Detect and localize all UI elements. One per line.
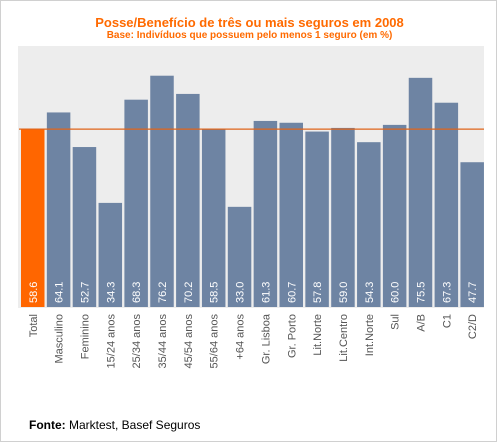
source-note: Fonte: Marktest, Basef Seguros [29,418,200,432]
bar-masculino [46,112,71,307]
value-label: 54.3 [364,282,376,303]
category-label: 15/24 anos [105,314,117,369]
value-label: 34.3 [105,282,117,303]
bar-a-b [408,77,433,307]
value-label: 47.7 [467,282,479,303]
category-label: Total [28,314,40,337]
source-label: Fonte: [29,418,66,432]
bar-25-34-anos [124,99,148,307]
bar-15-24-anos [98,202,123,307]
category-label: Lit.Centro [338,314,350,362]
bar-gr-lisboa [253,120,278,307]
category-label: Sul [390,314,402,330]
category-label: A/B [416,314,428,332]
bar-total [21,129,45,307]
category-label: 55/64 anos [209,314,221,369]
value-label: 57.8 [312,282,324,303]
category-label: Masculino [54,314,66,364]
value-label: 60.0 [390,282,402,303]
bar-lit-norte [305,131,329,307]
bar-int-norte [357,142,381,307]
category-label: C1 [441,314,453,328]
value-label: 61.3 [260,282,272,303]
source-text: Marktest, Basef Seguros [65,418,201,432]
bar-lit-centro [331,127,355,307]
value-label: 59.0 [338,282,350,303]
value-label: 33.0 [235,282,247,303]
value-label: 52.7 [79,282,91,303]
category-label: 45/54 anos [183,314,195,369]
category-label: Gr. Porto [286,314,298,358]
value-label: 67.3 [441,282,453,303]
chart-subtitle: Base: Indivíduos que possuem pelo menos … [106,30,393,41]
category-label: 35/44 anos [157,314,169,369]
bar-55-64-anos [201,129,226,307]
bar-sul [382,124,407,307]
category-label: 25/34 anos [131,314,143,369]
category-label: Gr. Lisboa [260,313,272,364]
category-label: Int.Norte [364,314,376,356]
bar-feminino [72,147,97,307]
category-label: C2/D [467,314,479,339]
category-label: +64 anos [235,314,247,360]
bar-c1 [434,102,459,307]
bar-gr-porto [279,122,303,307]
bar--64-anos [227,206,252,307]
value-label: 60.7 [286,282,298,303]
category-label: Feminino [79,314,91,359]
chart-title: Posse/Benefício de três ou mais seguros … [95,15,404,30]
value-label: 58.5 [209,282,221,303]
value-label: 58.6 [28,282,40,303]
value-label: 68.3 [131,282,143,303]
category-label: Lit.Norte [312,314,324,356]
value-label: 64.1 [54,282,66,303]
bar-45-54-anos [176,93,200,307]
bar-c2-d [460,162,484,307]
bar-35-44-anos [150,75,174,308]
value-label: 70.2 [183,282,195,303]
value-label: 75.5 [416,282,428,303]
value-label: 76.2 [157,282,169,303]
